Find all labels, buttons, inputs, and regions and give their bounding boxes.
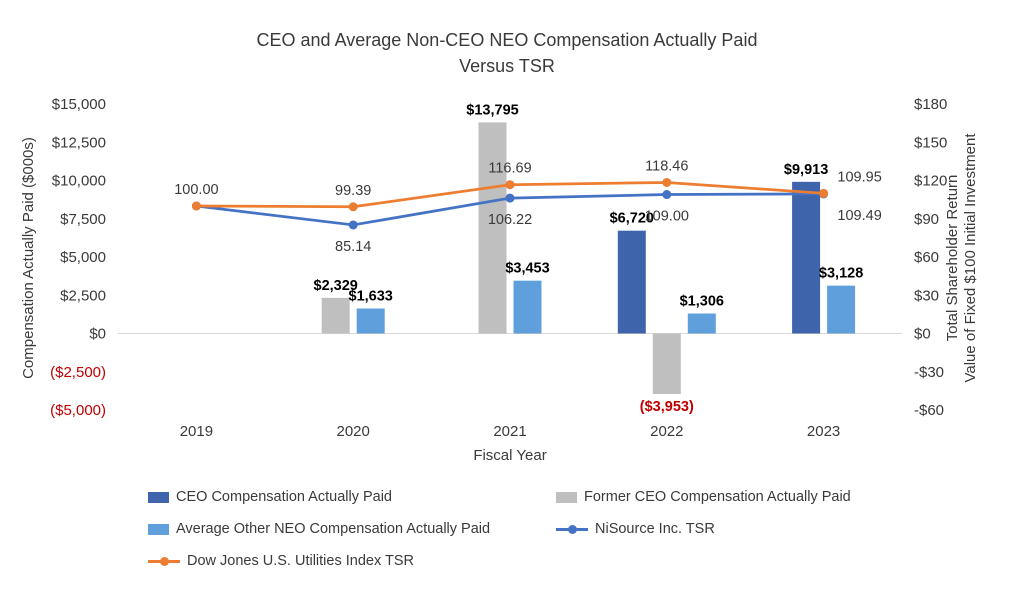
legend-label-former-ceo-compensation: Former CEO Compensation Actually Paid <box>584 489 851 505</box>
bar <box>513 280 542 334</box>
legend-swatch-dow-jones-line <box>148 555 180 568</box>
bar-label: ($3,953) <box>640 399 694 415</box>
legend-item-nisource-tsr: NiSource Inc. TSR <box>556 518 715 540</box>
tsr-marker <box>348 220 358 230</box>
tsr-marker <box>505 180 515 190</box>
line-label: 109.49 <box>837 208 881 224</box>
line-label: 85.14 <box>335 239 371 255</box>
legend-item-dow-jones-utilities-tsr: Dow Jones U.S. Utilities Index TSR <box>148 550 414 572</box>
legend-label-dow-jones-utilities-tsr: Dow Jones U.S. Utilities Index TSR <box>187 553 414 569</box>
right-axis-tick: $180 <box>914 96 947 113</box>
bar-label: $1,633 <box>349 289 393 305</box>
tsr-marker <box>505 193 515 203</box>
chart-title-line1: CEO and Average Non-CEO NEO Compensation… <box>256 30 758 50</box>
legend-item-ceo-compensation: CEO Compensation Actually Paid <box>148 486 392 508</box>
x-axis-tick: 2022 <box>650 423 683 440</box>
x-axis-tick: 2019 <box>180 423 213 440</box>
right-axis-tick: $60 <box>914 249 939 266</box>
x-axis-tick: 2021 <box>493 423 526 440</box>
line-label: 118.46 <box>645 158 688 174</box>
left-axis-tick: $12,500 <box>52 134 106 151</box>
left-axis-tick: ($5,000) <box>50 402 106 419</box>
bar <box>617 230 646 334</box>
right-axis-tick: $90 <box>914 211 939 228</box>
legend-item-avg-neo-compensation: Average Other NEO Compensation Actually … <box>148 518 490 540</box>
bar-label: $2,329 <box>314 278 358 294</box>
left-axis-tick: $5,000 <box>60 249 106 266</box>
legend-label-nisource-tsr: NiSource Inc. TSR <box>595 521 715 537</box>
bar <box>687 313 716 334</box>
tsr-marker <box>662 190 672 200</box>
bar <box>792 181 821 334</box>
x-axis-tick: 2023 <box>807 423 840 440</box>
bar <box>356 308 385 334</box>
right-axis-tick: $30 <box>914 287 939 304</box>
left-axis-tick: $0 <box>89 326 106 343</box>
x-axis-tick: 2020 <box>337 423 370 440</box>
bar-label: $9,913 <box>784 162 828 178</box>
x-axis-title: Fiscal Year <box>473 447 546 464</box>
right-axis-tick: -$30 <box>914 364 944 381</box>
tsr-marker <box>348 202 358 212</box>
bar-label: $13,795 <box>466 102 518 118</box>
bar <box>321 297 350 334</box>
right-axis-tick: -$60 <box>914 402 944 419</box>
bar <box>827 285 856 334</box>
legend-swatch-nisource-line <box>556 523 588 536</box>
legend-label-avg-neo-compensation: Average Other NEO Compensation Actually … <box>176 521 491 537</box>
bar <box>478 122 507 334</box>
tsr-marker <box>191 201 201 211</box>
legend-swatch-avg-neo-bar <box>148 523 169 535</box>
right-axis-tick: $150 <box>914 134 947 151</box>
left-axis-tick: $15,000 <box>52 96 106 113</box>
bar <box>652 333 681 394</box>
line-label: 106.22 <box>488 212 532 228</box>
line-label: 109.00 <box>645 209 689 225</box>
right-axis-tick: $0 <box>914 326 931 343</box>
line-label: 109.95 <box>837 169 881 185</box>
line-label: 100.00 <box>174 182 218 198</box>
line-label: 99.39 <box>335 183 371 199</box>
legend: CEO Compensation Actually Paid Former CE… <box>0 480 1014 580</box>
tsr-marker <box>662 177 672 187</box>
bar-label: $3,128 <box>819 266 863 282</box>
left-axis-tick: ($2,500) <box>50 364 106 381</box>
bar-label: $6,720 <box>610 211 654 227</box>
legend-item-former-ceo-compensation: Former CEO Compensation Actually Paid <box>556 486 851 508</box>
line-label: 116.69 <box>488 161 531 177</box>
legend-label-ceo-compensation: CEO Compensation Actually Paid <box>176 489 392 505</box>
legend-swatch-ceo-bar <box>148 491 169 503</box>
legend-swatch-former-ceo-bar <box>556 491 577 503</box>
left-axis-tick: $10,000 <box>52 173 106 190</box>
chart-title-line2: Versus TSR <box>459 56 555 76</box>
bar-label: $3,453 <box>505 261 549 277</box>
chart-title: CEO and Average Non-CEO NEO Compensation… <box>0 27 1014 79</box>
bar-label: $1,306 <box>680 294 724 310</box>
right-axis-tick: $120 <box>914 173 947 190</box>
tsr-marker <box>819 188 829 198</box>
left-axis-tick: $7,500 <box>60 211 106 228</box>
left-axis-tick: $2,500 <box>60 287 106 304</box>
